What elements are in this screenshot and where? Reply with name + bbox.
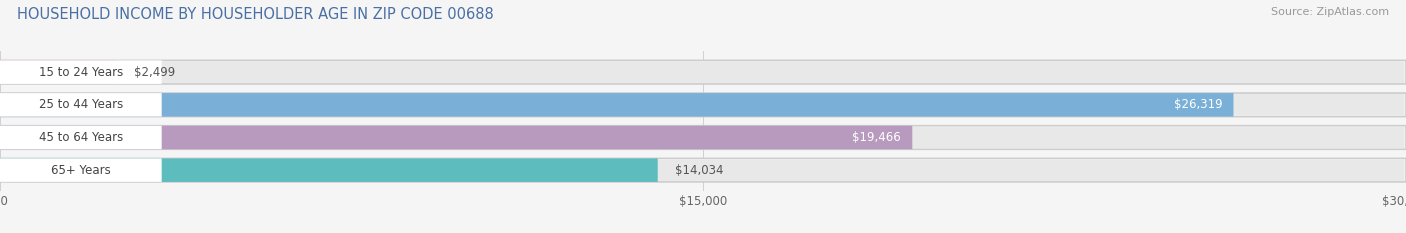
Text: 45 to 64 Years: 45 to 64 Years — [39, 131, 122, 144]
FancyBboxPatch shape — [3, 159, 1405, 181]
Text: $26,319: $26,319 — [1174, 98, 1222, 111]
FancyBboxPatch shape — [0, 158, 658, 182]
Text: $19,466: $19,466 — [852, 131, 901, 144]
FancyBboxPatch shape — [3, 61, 1405, 83]
FancyBboxPatch shape — [3, 127, 1405, 148]
FancyBboxPatch shape — [0, 126, 912, 149]
FancyBboxPatch shape — [0, 93, 162, 116]
Text: HOUSEHOLD INCOME BY HOUSEHOLDER AGE IN ZIP CODE 00688: HOUSEHOLD INCOME BY HOUSEHOLDER AGE IN Z… — [17, 7, 494, 22]
FancyBboxPatch shape — [0, 60, 162, 84]
FancyBboxPatch shape — [0, 126, 162, 149]
FancyBboxPatch shape — [0, 60, 1406, 84]
Text: 15 to 24 Years: 15 to 24 Years — [39, 66, 122, 79]
FancyBboxPatch shape — [0, 158, 1406, 182]
Text: Source: ZipAtlas.com: Source: ZipAtlas.com — [1271, 7, 1389, 17]
FancyBboxPatch shape — [0, 60, 117, 84]
FancyBboxPatch shape — [0, 93, 1233, 116]
Text: $14,034: $14,034 — [675, 164, 723, 177]
FancyBboxPatch shape — [0, 158, 162, 182]
FancyBboxPatch shape — [0, 126, 1406, 149]
Text: $2,499: $2,499 — [134, 66, 176, 79]
FancyBboxPatch shape — [3, 94, 1405, 116]
Text: 25 to 44 Years: 25 to 44 Years — [39, 98, 122, 111]
FancyBboxPatch shape — [0, 93, 1406, 116]
Text: 65+ Years: 65+ Years — [51, 164, 111, 177]
